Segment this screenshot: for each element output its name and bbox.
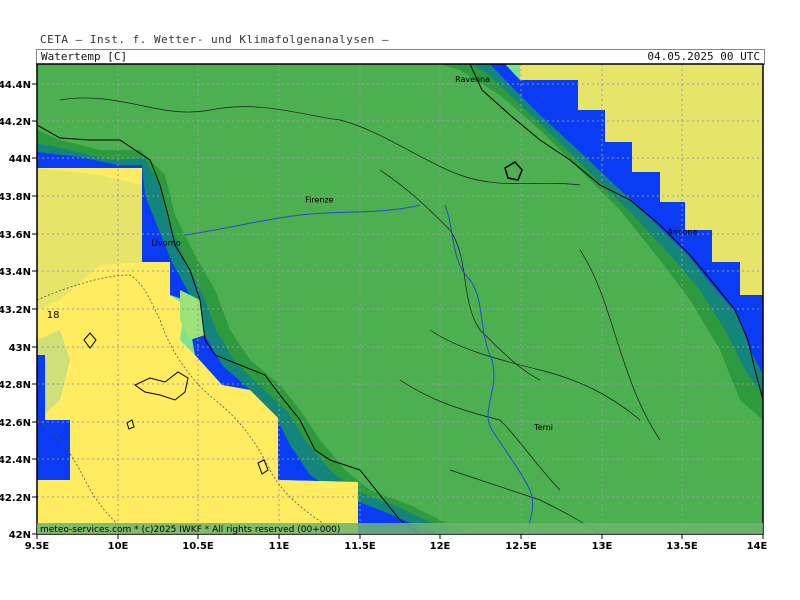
tyrrhenian-cool-patch [37, 330, 70, 420]
lon-tick-label: 12E [430, 541, 451, 552]
grid [37, 64, 763, 534]
lon-tick-label: 10E [108, 541, 129, 552]
lon-tick-label: 9.5E [25, 541, 50, 552]
coastline-east [469, 64, 763, 401]
lon-tick-label: 14E [747, 541, 768, 552]
tyrrhenian-warm-sea-2 [37, 168, 142, 310]
city-label: Terni [533, 423, 553, 432]
island-elba [134, 371, 189, 401]
lat-tick-label: 44.4N [0, 80, 31, 91]
island-pianosa [126, 419, 135, 430]
lat-tick-label: 42.6N [0, 418, 31, 429]
island-capraia [83, 332, 97, 349]
river-arno [184, 204, 421, 236]
footer-band [37, 523, 763, 534]
lon-tick-label: 12.5E [505, 541, 537, 552]
copyright-footer: meteo-services.com * (c)2025 IWKF * All … [40, 525, 340, 535]
chart-title: CETA — Inst. f. Wetter- und Klimafolgena… [40, 33, 390, 46]
admin-borders [59, 97, 661, 534]
lon-tick-label: 13E [592, 541, 613, 552]
lon-tick-label: 11E [269, 541, 290, 552]
city-labels: Ravenna Firenze Livorno Ancona Terni [151, 75, 697, 432]
contour-label: 18 [47, 310, 60, 321]
lon-tick-label: 11.5E [344, 541, 376, 552]
river-tiber [444, 204, 534, 534]
lat-tick-label: 42.4N [0, 455, 31, 466]
tyrrhenian-coastal-greenish [180, 290, 205, 340]
variable-label: Watertemp [C] [41, 50, 128, 63]
lat-ticks: 44.4N 44.2N 44N 43.8N 43.6N 43.4N 43.2N … [0, 80, 37, 541]
lat-tick-label: 43.4N [0, 267, 31, 278]
city-label: Ravenna [455, 75, 490, 84]
contour-18 [37, 274, 341, 534]
lat-tick-label: 44.2N [0, 117, 31, 128]
city-label: Ancona [667, 227, 697, 236]
coastline-west [37, 124, 421, 534]
lat-tick-label: 43N [9, 343, 31, 354]
lon-ticks: 9.5E 10E 10.5E 11E 11.5E 12E 12.5E 13E 1… [25, 534, 768, 552]
lat-tick-label: 43.8N [0, 192, 31, 203]
island-giglio [257, 459, 269, 475]
contour-warm-inner [37, 419, 131, 534]
lon-tick-label: 10.5E [182, 541, 214, 552]
lat-tick-label: 42N [9, 530, 31, 541]
lat-tick-label: 43.2N [0, 305, 31, 316]
city-label: Firenze [305, 195, 334, 204]
datetime-label: 04.05.2025 00 UTC [647, 50, 760, 63]
tyrrhenian-blue-cell-west [37, 355, 70, 480]
lon-tick-label: 13.5E [666, 541, 698, 552]
lat-tick-label: 42.2N [0, 493, 31, 504]
city-label: Livorno [151, 239, 181, 248]
lat-tick-label: 42.8N [0, 380, 31, 391]
lake-trasimeno [504, 161, 523, 181]
lat-tick-label: 43.6N [0, 230, 31, 241]
adriatic-warm-sea [520, 64, 763, 295]
lat-tick-label: 44N [9, 154, 31, 165]
map-area [37, 64, 763, 534]
